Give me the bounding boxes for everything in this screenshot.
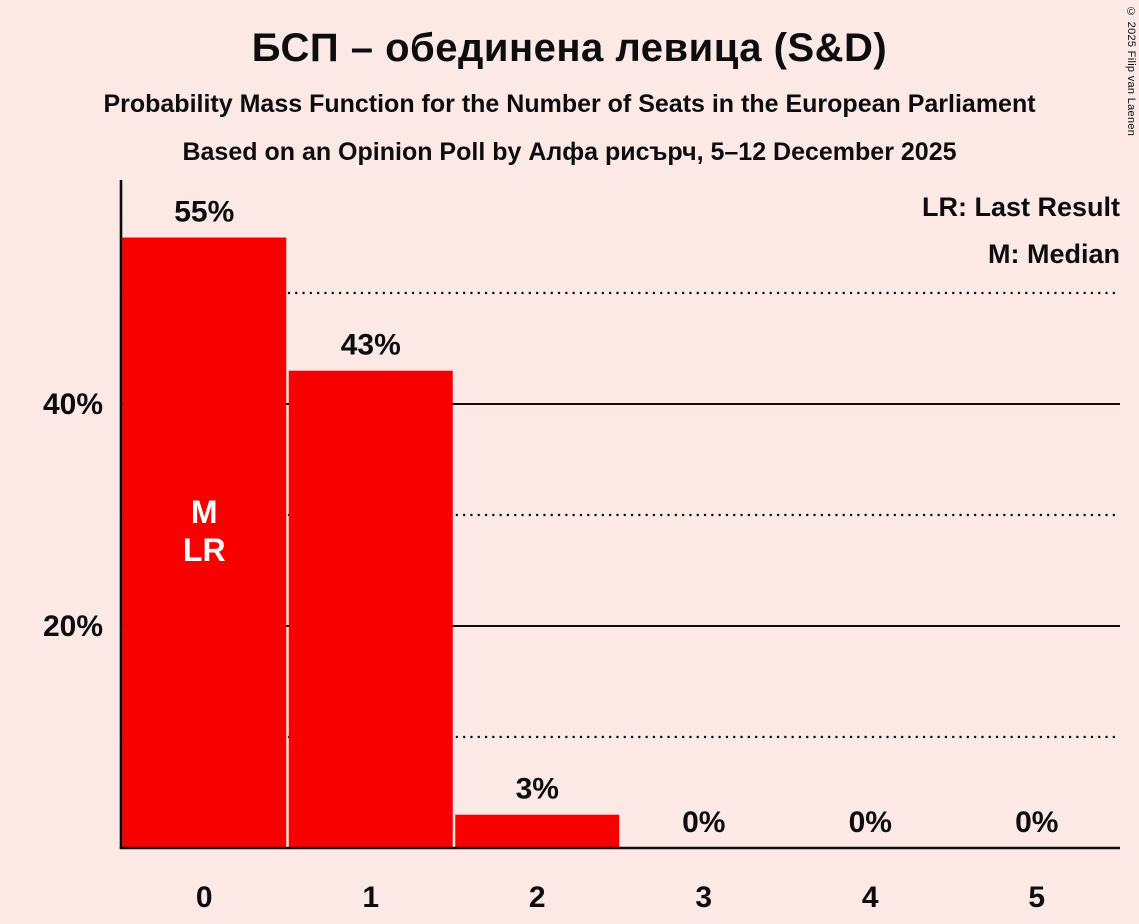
bar-annotation-m: M xyxy=(191,494,218,530)
y-axis-tick-label: 20% xyxy=(43,610,103,643)
bar-seats-1 xyxy=(288,370,453,848)
chart-subtitle-line2: Based on an Opinion Poll by Алфа рисърч,… xyxy=(182,138,957,166)
x-axis-tick-label: 1 xyxy=(362,881,379,914)
bar-seats-2 xyxy=(455,814,620,848)
bar-annotation-lr: LR xyxy=(183,532,226,568)
x-axis-tick-label: 2 xyxy=(529,881,546,914)
x-axis-tick-label: 0 xyxy=(196,881,213,914)
bar-value-label: 0% xyxy=(849,806,892,839)
chart-legend: LR: Last Result M: Median xyxy=(922,184,1120,278)
bar-value-label: 43% xyxy=(341,329,401,362)
legend-median: M: Median xyxy=(988,239,1120,269)
y-axis-tick-label: 40% xyxy=(43,388,103,421)
copyright-notice: © 2025 Filip van Laenen xyxy=(1125,6,1137,137)
x-axis-tick-label: 5 xyxy=(1028,881,1045,914)
bar-value-label: 0% xyxy=(1015,806,1058,839)
chart-subtitle-line1: Probability Mass Function for the Number… xyxy=(103,90,1036,118)
legend-last-result: LR: Last Result xyxy=(921,192,1120,222)
bar-value-label: 3% xyxy=(516,773,559,806)
x-axis-tick-label: 3 xyxy=(695,881,712,914)
bar-seats-0 xyxy=(122,237,287,848)
x-axis-tick-label: 4 xyxy=(862,881,879,914)
bar-value-label: 55% xyxy=(174,196,234,229)
bar-value-label: 0% xyxy=(682,806,725,839)
chart-header: БСП – обединена левица (S&D) Probability… xyxy=(0,0,1139,167)
chart-title: БСП – обединена левица (S&D) xyxy=(251,26,888,70)
